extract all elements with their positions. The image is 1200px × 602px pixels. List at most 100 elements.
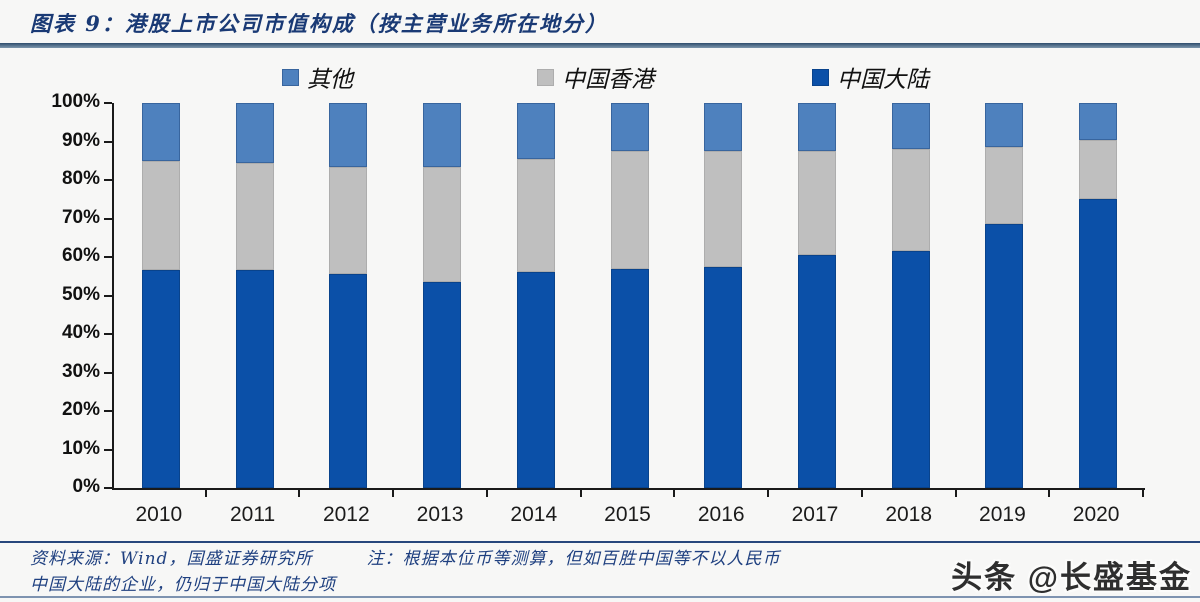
stacked-bar-2010 bbox=[141, 103, 180, 488]
source-note: 资料来源：Wind，国盛证券研究所 注：根据本位币等测算，但如百胜中国等不以人民… bbox=[30, 546, 1180, 598]
y-tick-label: 10% bbox=[61, 437, 100, 459]
legend-label: 中国香港 bbox=[562, 67, 654, 93]
x-tick-label: 2012 bbox=[322, 503, 370, 526]
bar-segment-中国香港 bbox=[1079, 139, 1118, 200]
y-tick-label: 90% bbox=[61, 129, 100, 151]
stacked-bar-2019 bbox=[985, 103, 1024, 488]
x-tick-mark bbox=[579, 490, 582, 497]
x-tick-label: 2011 bbox=[229, 503, 276, 526]
y-tick-label: 80% bbox=[61, 168, 100, 189]
bar-segment-中国大陆 bbox=[235, 270, 274, 488]
y-tick-mark bbox=[104, 487, 112, 489]
bar-segment-其他 bbox=[891, 103, 930, 150]
bar-segment-其他 bbox=[1079, 103, 1118, 140]
x-tick-mark bbox=[1142, 490, 1144, 497]
footer-divider bbox=[0, 541, 1200, 543]
stacked-bar-plot-area bbox=[112, 103, 1145, 490]
bar-segment-其他 bbox=[516, 103, 555, 159]
bar-segment-中国香港 bbox=[329, 166, 368, 275]
bar-segment-中国香港 bbox=[610, 151, 649, 269]
bar-segment-中国香港 bbox=[516, 158, 555, 273]
stacked-bar-2011 bbox=[235, 103, 274, 488]
y-tick-mark bbox=[104, 256, 112, 258]
stacked-bar-2012 bbox=[329, 103, 368, 488]
stacked-bar-2018 bbox=[891, 103, 930, 488]
y-tick-label: 60% bbox=[61, 245, 100, 266]
y-tick-mark bbox=[104, 217, 112, 220]
y-tick-label: 70% bbox=[61, 206, 100, 228]
x-tick-label: 2018 bbox=[885, 503, 933, 526]
bar-segment-其他 bbox=[329, 103, 368, 167]
y-tick-mark bbox=[104, 448, 112, 451]
figure-title: 图表 9：港股上市公司市值构成（按主营业务所在地分） bbox=[30, 11, 608, 36]
y-tick-label: 20% bbox=[61, 399, 100, 420]
bar-segment-中国香港 bbox=[704, 151, 743, 267]
stacked-bar-2017 bbox=[797, 103, 836, 488]
legend-swatch-icon bbox=[812, 68, 829, 86]
bar-segment-其他 bbox=[610, 103, 649, 152]
bar-segment-中国大陆 bbox=[985, 224, 1024, 488]
legend-item: 中国大陆 bbox=[812, 60, 929, 94]
legend-item: 中国香港 bbox=[537, 60, 654, 94]
x-tick-label: 2015 bbox=[604, 503, 651, 526]
chart-legend: 其他 中国香港 中国大陆 bbox=[0, 60, 1200, 93]
x-tick-mark bbox=[860, 490, 863, 497]
bar-segment-中国香港 bbox=[423, 166, 462, 283]
x-tick-label: 2019 bbox=[979, 503, 1026, 526]
bar-segment-中国大陆 bbox=[1079, 199, 1118, 488]
bar-segment-中国大陆 bbox=[516, 272, 555, 488]
bar-segment-中国香港 bbox=[985, 147, 1024, 225]
bar-segment-其他 bbox=[985, 103, 1024, 148]
bar-segment-其他 bbox=[141, 103, 180, 161]
y-tick-mark bbox=[104, 333, 112, 335]
y-tick-label: 40% bbox=[61, 322, 100, 343]
title-divider bbox=[0, 43, 1200, 48]
y-tick-mark bbox=[104, 371, 112, 374]
y-tick-mark bbox=[104, 179, 112, 181]
bar-segment-中国大陆 bbox=[797, 255, 836, 488]
legend-label: 其他 bbox=[307, 67, 353, 93]
x-tick-label: 2017 bbox=[791, 503, 839, 526]
x-tick-label: 2014 bbox=[510, 503, 558, 526]
y-tick-mark bbox=[104, 140, 112, 143]
stacked-bar-2020 bbox=[1079, 103, 1118, 488]
bar-segment-中国大陆 bbox=[891, 251, 930, 488]
y-tick-mark bbox=[104, 410, 112, 412]
y-tick-label: 100% bbox=[51, 91, 100, 112]
legend-label: 中国大陆 bbox=[837, 67, 929, 93]
legend-item: 其他 bbox=[282, 60, 353, 94]
x-tick-mark bbox=[298, 490, 301, 497]
bar-segment-中国大陆 bbox=[329, 274, 368, 488]
watermark: 头条 @长盛基金 bbox=[951, 560, 1192, 595]
bottom-divider bbox=[0, 596, 1200, 598]
bar-segment-中国香港 bbox=[141, 160, 180, 271]
y-tick-label: 0% bbox=[72, 476, 100, 497]
stacked-bar-2013 bbox=[423, 103, 462, 488]
bar-segment-中国大陆 bbox=[423, 282, 462, 488]
bar-segment-中国大陆 bbox=[141, 270, 180, 488]
bar-segment-中国香港 bbox=[797, 151, 836, 256]
x-tick-mark bbox=[204, 490, 207, 497]
x-tick-mark bbox=[485, 490, 488, 497]
x-tick-mark bbox=[767, 490, 770, 497]
x-tick-mark bbox=[1048, 490, 1051, 497]
y-tick-label: 50% bbox=[61, 283, 100, 305]
x-tick-label: 2010 bbox=[135, 503, 183, 526]
x-tick-label: 2016 bbox=[697, 503, 745, 526]
source-note-line2: 中国大陆的企业，仍归于中国大陆分项 bbox=[30, 575, 336, 595]
stacked-bar-2016 bbox=[704, 103, 743, 488]
legend-swatch-icon bbox=[537, 68, 554, 86]
x-tick-mark bbox=[392, 490, 395, 497]
x-tick-label: 2020 bbox=[1072, 503, 1120, 526]
y-tick-mark bbox=[104, 294, 112, 297]
stacked-bar-2014 bbox=[516, 103, 555, 488]
bar-segment-中国大陆 bbox=[704, 266, 743, 488]
source-note-line1: 资料来源：Wind，国盛证券研究所 注：根据本位币等测算，但如百胜中国等不以人民… bbox=[30, 549, 781, 569]
bar-segment-中国香港 bbox=[235, 162, 274, 271]
bar-segment-其他 bbox=[235, 103, 274, 163]
x-tick-label: 2013 bbox=[416, 503, 464, 526]
bar-segment-其他 bbox=[797, 103, 836, 152]
x-tick-mark bbox=[954, 490, 957, 497]
bar-segment-中国大陆 bbox=[610, 268, 649, 488]
bar-segment-其他 bbox=[423, 103, 462, 167]
